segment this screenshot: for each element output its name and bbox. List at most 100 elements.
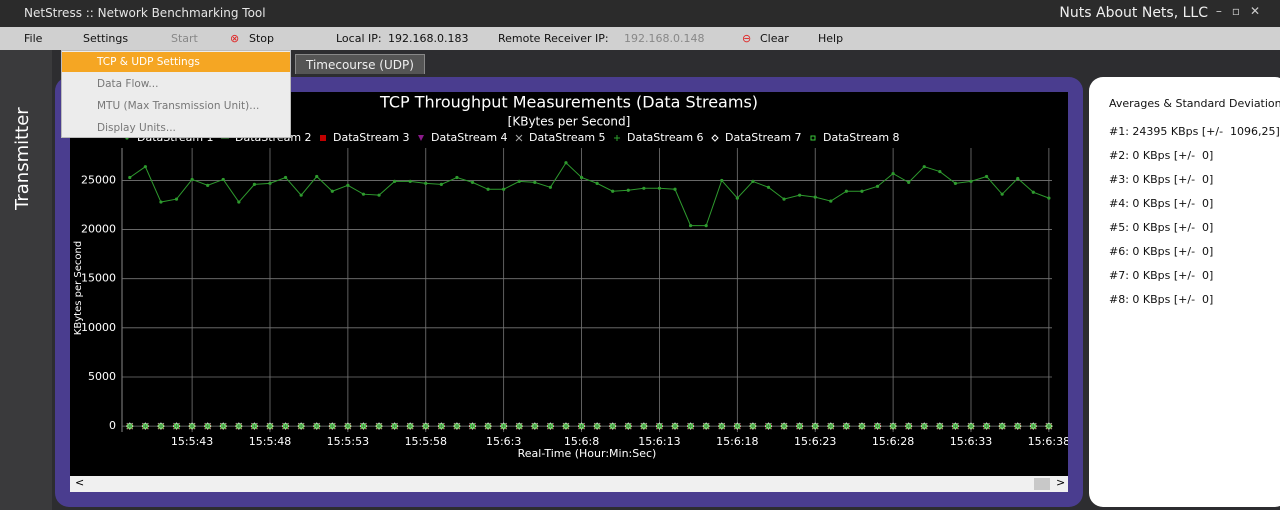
local-ip: 192.168.0.183: [388, 32, 469, 45]
data-point: [438, 423, 444, 429]
data-point: [314, 423, 320, 429]
data-point: [268, 181, 272, 185]
stat-line: #2: 0 KBps [+/- 0]: [1109, 149, 1214, 162]
data-point: [922, 165, 926, 169]
window-controls[interactable]: –▫✕: [1215, 4, 1270, 18]
data-point: [455, 175, 459, 180]
data-point: [127, 423, 133, 429]
data-point: [299, 193, 303, 197]
stat-line: #1: 24395 KBps [+/- 1096,25]: [1109, 125, 1280, 138]
legend-marker: [711, 134, 719, 142]
menu-item[interactable]: TCP & UDP Settings: [62, 52, 290, 72]
data-point: [221, 177, 225, 182]
help-menu[interactable]: Help: [818, 32, 844, 45]
data-point: [720, 178, 724, 183]
data-point: [517, 179, 521, 184]
data-point: [564, 161, 568, 165]
y-tick-label: 0: [109, 419, 116, 432]
data-point: [485, 423, 491, 429]
data-point: [533, 180, 537, 184]
data-point: [190, 177, 194, 182]
menu-item[interactable]: Data Flow...: [97, 78, 159, 90]
chart-subtitle: [KBytes per Second]: [508, 115, 631, 129]
legend-label: DataStream 7: [725, 131, 802, 144]
data-point: [610, 423, 616, 429]
chart: TCP Throughput Measurements (Data Stream…: [70, 92, 1068, 476]
x-tick-label: 15:5:53: [327, 435, 369, 448]
stat-line: #3: 0 KBps [+/- 0]: [1109, 173, 1214, 186]
data-point: [547, 423, 553, 429]
data-point: [377, 193, 381, 197]
data-point: [423, 423, 429, 429]
data-point: [251, 423, 257, 429]
local-ip-label: Local IP:: [336, 32, 382, 45]
data-point: [641, 423, 647, 429]
data-point: [704, 224, 708, 228]
data-point: [844, 189, 848, 193]
data-point: [361, 192, 366, 196]
data-point: [657, 186, 662, 190]
data-point: [906, 423, 912, 429]
start-button[interactable]: Start: [171, 32, 198, 45]
data-point: [407, 423, 413, 429]
x-tick-label: 15:5:58: [405, 435, 447, 448]
scrollbar[interactable]: < >: [70, 476, 1068, 492]
data-point: [782, 197, 786, 201]
data-point: [1016, 176, 1020, 181]
data-point: [688, 224, 693, 228]
data-point: [283, 175, 288, 180]
data-point: [594, 423, 600, 429]
side-tab-label: Transmitter: [12, 107, 33, 210]
x-tick-label: 15:6:3: [486, 435, 521, 448]
data-point: [424, 181, 428, 185]
tab[interactable]: Timecourse (UDP): [295, 54, 425, 74]
data-point: [360, 423, 366, 429]
data-point: [969, 179, 973, 184]
data-point: [1046, 423, 1052, 429]
data-point: [797, 423, 803, 429]
data-point: [486, 187, 490, 191]
data-point: [142, 423, 148, 429]
x-tick-label: 15:6:38: [1028, 435, 1068, 448]
data-point: [813, 195, 817, 199]
menu-item[interactable]: MTU (Max Transmission Unit)...: [97, 100, 260, 112]
data-point: [502, 187, 506, 191]
x-tick-label: 15:6:28: [872, 435, 914, 448]
data-point: [393, 179, 397, 184]
data-point: [595, 181, 599, 185]
data-point: [1015, 423, 1021, 429]
data-point: [1030, 423, 1036, 429]
stat-line: #7: 0 KBps [+/- 0]: [1109, 269, 1214, 282]
file-menu[interactable]: File: [24, 32, 43, 45]
y-tick-label: 15000: [81, 272, 116, 285]
data-point: [408, 179, 412, 184]
data-point: [205, 423, 211, 429]
window-title: NetStress :: Network Benchmarking Tool: [24, 6, 266, 20]
data-point: [688, 423, 694, 429]
settings-menu[interactable]: Settings: [83, 32, 129, 45]
data-point: [719, 423, 725, 429]
stop-button[interactable]: Stop: [249, 32, 275, 45]
settings-dropdown: TCP & UDP Settings Data Flow... MTU (Max T…: [61, 50, 291, 138]
side-tab[interactable]: Transmitter: [0, 50, 52, 510]
menu-item[interactable]: Display Units...: [97, 122, 176, 134]
company-name: Nuts About Nets, LLC: [1059, 5, 1208, 21]
data-point: [673, 187, 677, 191]
data-point: [532, 423, 538, 429]
data-point: [829, 199, 833, 203]
data-point: [579, 423, 585, 429]
data-point: [891, 171, 895, 176]
remote-ip-label: Remote Receiver IP:: [498, 32, 609, 45]
clear-button[interactable]: Clear: [760, 32, 789, 45]
data-point: [315, 174, 319, 179]
legend-marker: [418, 135, 424, 141]
data-point: [158, 423, 164, 429]
x-tick-label: 15:6:8: [564, 435, 599, 448]
data-point: [765, 423, 771, 429]
data-point: [1031, 190, 1035, 194]
remote-ip[interactable]: 192.168.0.148: [624, 32, 705, 45]
legend-label: DataStream 5: [529, 131, 606, 144]
data-point: [937, 423, 943, 429]
title-bar: NetStress :: Network Benchmarking Tool N…: [0, 0, 1280, 27]
stat-line: #6: 0 KBps [+/- 0]: [1109, 245, 1214, 258]
